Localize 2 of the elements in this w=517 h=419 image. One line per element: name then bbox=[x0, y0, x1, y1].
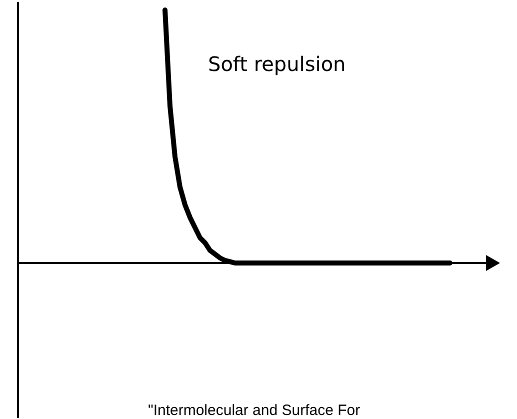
annotation: Soft repulsion bbox=[208, 52, 346, 76]
text: "Intermolecular and Surface For bbox=[148, 402, 360, 419]
